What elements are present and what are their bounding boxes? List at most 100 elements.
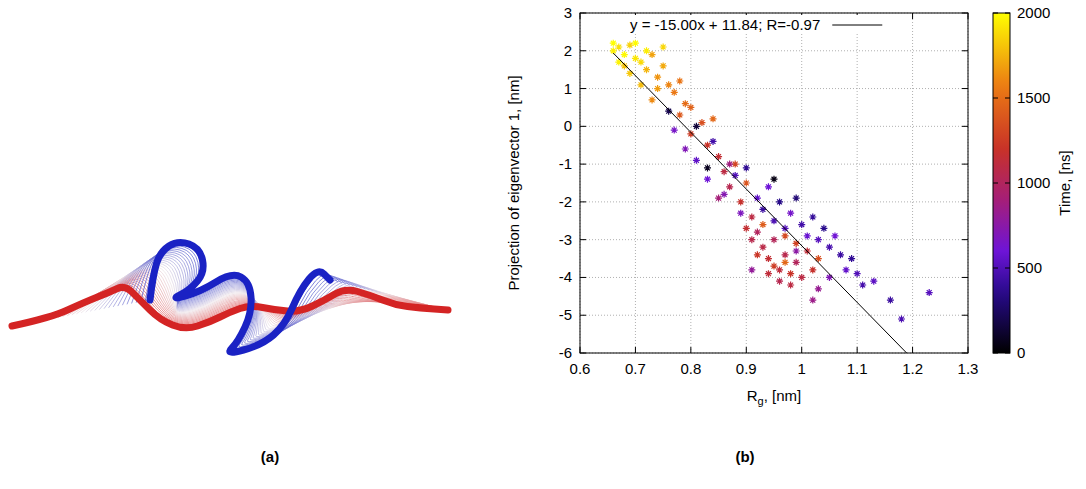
colorbar-tick-label: 1500: [1017, 89, 1050, 106]
grid-line: [580, 315, 968, 316]
tick-mark: [580, 126, 586, 127]
data-point: [837, 251, 844, 258]
data-point: [771, 236, 778, 243]
tick-mark: [580, 277, 586, 278]
data-point: [782, 232, 789, 239]
data-point: [682, 100, 689, 107]
colorbar-tick: [993, 268, 998, 269]
plot-background: [580, 13, 968, 353]
tick-mark: [962, 277, 968, 278]
x-axis-title-part: R: [747, 387, 758, 404]
data-point: [754, 251, 761, 258]
tick-mark: [962, 315, 968, 316]
colorbar-tick: [1005, 13, 1010, 14]
data-point: [782, 251, 789, 258]
data-point: [726, 161, 733, 168]
data-point: [898, 316, 905, 323]
tick-mark: [962, 239, 968, 240]
data-point: [693, 123, 700, 130]
data-point: [626, 70, 633, 77]
plot-frame: [580, 13, 968, 353]
data-point: [643, 47, 650, 54]
data-point: [721, 191, 728, 198]
legend-background: [626, 15, 886, 34]
tick-label: -2: [559, 193, 572, 210]
data-point: [704, 164, 711, 171]
data-point: [671, 89, 678, 96]
grid-line: [912, 13, 913, 353]
tick-mark: [962, 88, 968, 89]
data-point: [665, 108, 672, 115]
colorbar-tick: [993, 183, 998, 184]
data-point: [765, 270, 772, 277]
data-point: [771, 176, 778, 183]
panel-label: (b): [735, 448, 754, 465]
grid-line: [580, 201, 968, 202]
data-point: [737, 210, 744, 217]
data-point: [793, 195, 800, 202]
tick-label: 0.7: [625, 360, 646, 377]
data-point: [632, 40, 639, 47]
data-point: [649, 96, 656, 103]
scatter-panel: 0.60.70.80.911.11.21.3-6-5-4-3-2-10123y …: [505, 4, 1073, 407]
tick-label: 1: [798, 360, 806, 377]
data-point: [771, 263, 778, 270]
tick-label: 2: [564, 42, 572, 59]
data-point: [710, 115, 717, 122]
data-point: [743, 180, 750, 187]
grid-line: [580, 50, 968, 51]
data-point: [687, 104, 694, 111]
data-point: [621, 51, 628, 58]
data-point: [782, 259, 789, 266]
tick-mark: [962, 164, 968, 165]
data-point: [826, 244, 833, 251]
data-point: [887, 297, 894, 304]
data-point: [715, 195, 722, 202]
data-point: [615, 59, 622, 66]
colorbar-tick-label: 0: [1017, 344, 1025, 361]
tick-label: 0: [564, 117, 572, 134]
ribbon-start: [12, 287, 448, 327]
legend-label: y = -15.00x + 11.84; R=-0.97: [630, 16, 820, 33]
tick-label: -3: [559, 231, 572, 248]
data-point: [776, 266, 783, 273]
data-point: [787, 282, 794, 289]
tick-label: -4: [559, 268, 572, 285]
grid-line: [580, 164, 968, 165]
tick-mark: [580, 88, 586, 89]
trajectory-line: [132, 249, 346, 345]
tick-mark: [962, 50, 968, 51]
data-point: [787, 210, 794, 217]
data-point: [737, 198, 744, 205]
data-point: [826, 274, 833, 281]
data-point: [793, 248, 800, 255]
data-point: [710, 138, 717, 145]
marks: [610, 40, 933, 353]
data-point: [776, 278, 783, 285]
structure-image: [12, 242, 448, 352]
colorbar-tick: [1005, 353, 1010, 354]
tick-mark: [580, 201, 586, 202]
data-point: [809, 214, 816, 221]
data-point: [804, 232, 811, 239]
data-point: [787, 270, 794, 277]
data-point: [798, 221, 805, 228]
tick-mark: [580, 164, 586, 165]
data-point: [815, 236, 822, 243]
grid-line: [580, 88, 968, 89]
data-point: [715, 153, 722, 160]
data-point: [859, 282, 866, 289]
grid-line: [580, 277, 968, 278]
tick-label: 1.1: [847, 360, 868, 377]
tick-mark: [580, 239, 586, 240]
x-axis-title-part: , [nm]: [764, 387, 802, 404]
data-point: [820, 225, 827, 232]
data-point: [665, 81, 672, 88]
tick-label: -6: [559, 344, 572, 361]
trajectory-line: [127, 251, 350, 344]
grid-line: [690, 13, 691, 353]
fit-line: [613, 53, 907, 353]
colorbar-tick-label: 2000: [1017, 4, 1050, 21]
y-axis-title: Projection of eigenvector 1, [nm]: [505, 75, 522, 290]
data-point: [754, 229, 761, 236]
